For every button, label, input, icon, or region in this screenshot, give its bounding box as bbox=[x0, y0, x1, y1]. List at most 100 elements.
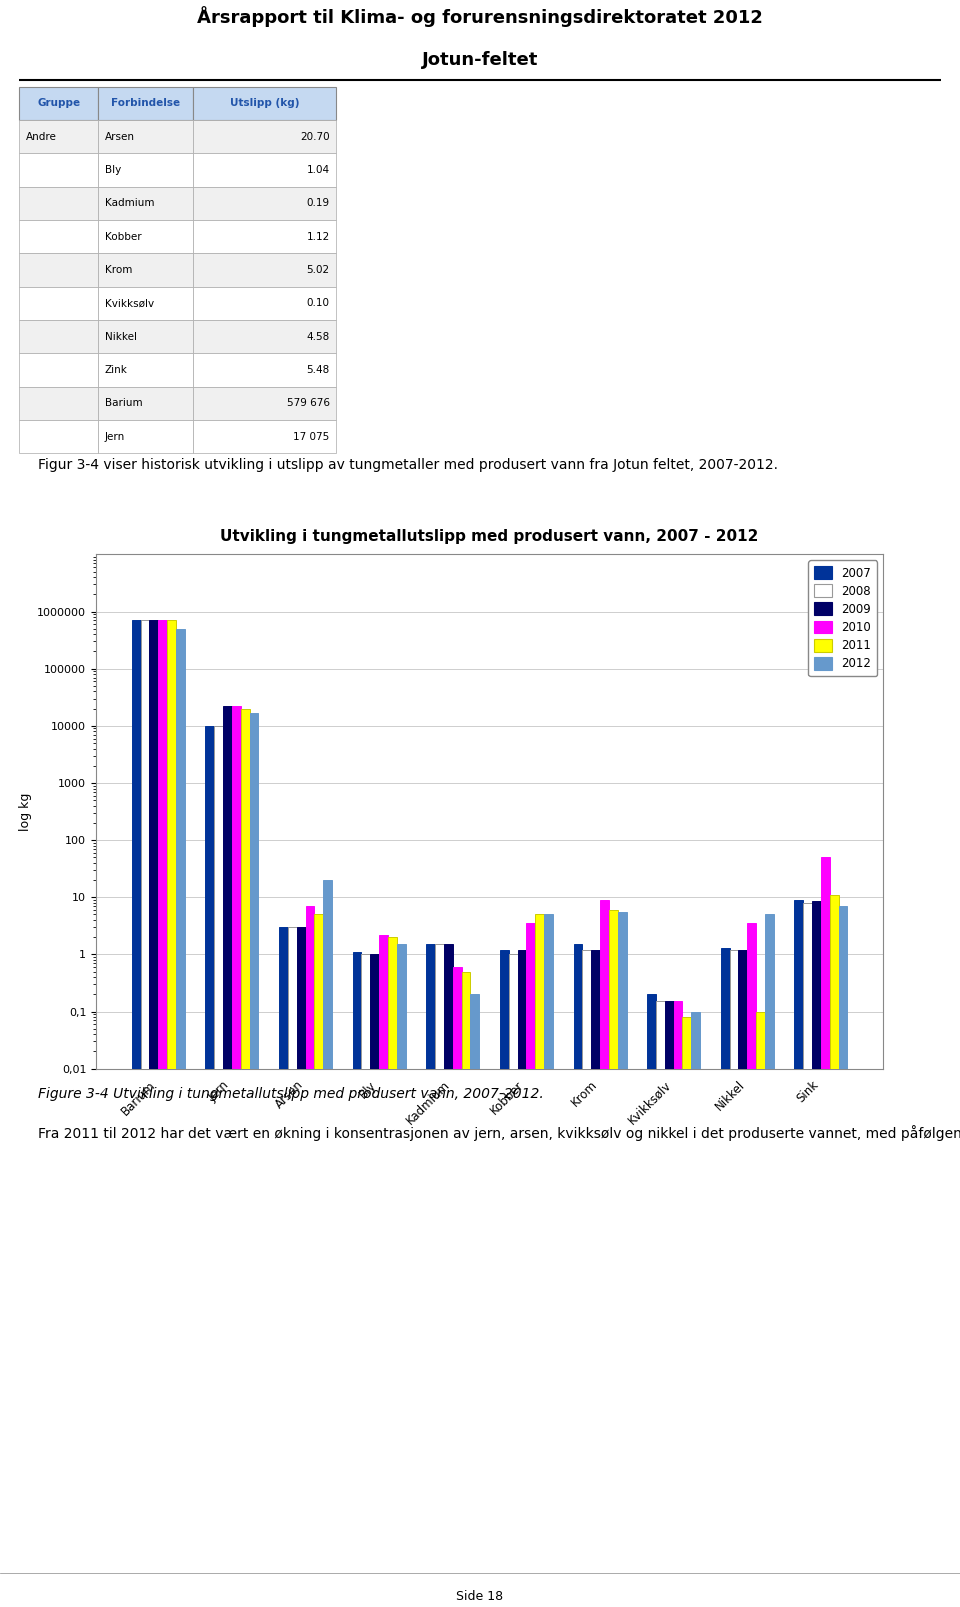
Text: Figur 3-4 viser historisk utvikling i utslipp av tungmetaller med produsert vann: Figur 3-4 viser historisk utvikling i ut… bbox=[38, 458, 779, 472]
Text: Kadmium: Kadmium bbox=[105, 198, 155, 209]
Bar bbox=[99, 387, 194, 419]
Bar bbox=[194, 254, 336, 286]
Bar bbox=[232, 705, 241, 1607]
Bar bbox=[765, 914, 774, 1607]
Bar bbox=[314, 914, 324, 1607]
Text: 5.02: 5.02 bbox=[306, 265, 329, 275]
Text: Kvikksølv: Kvikksølv bbox=[105, 299, 154, 309]
Text: Fra 2011 til 2012 har det vært en økning i konsentrasjonen av jern, arsen, kvikk: Fra 2011 til 2012 har det vært en økning… bbox=[38, 1125, 960, 1141]
Y-axis label: log kg: log kg bbox=[19, 792, 32, 831]
Bar bbox=[19, 286, 99, 320]
Text: 0.10: 0.10 bbox=[306, 299, 329, 309]
Bar bbox=[591, 950, 600, 1607]
Bar bbox=[544, 914, 553, 1607]
Bar bbox=[583, 950, 591, 1607]
Legend: 2007, 2008, 2009, 2010, 2011, 2012: 2007, 2008, 2009, 2010, 2011, 2012 bbox=[808, 561, 877, 677]
Bar bbox=[647, 995, 656, 1607]
Bar bbox=[194, 354, 336, 387]
Text: Zink: Zink bbox=[105, 365, 128, 374]
Bar bbox=[176, 628, 184, 1607]
Text: Forbindelse: Forbindelse bbox=[111, 98, 180, 108]
Bar bbox=[730, 950, 738, 1607]
Bar bbox=[812, 902, 821, 1607]
Bar bbox=[19, 320, 99, 354]
Bar bbox=[167, 620, 176, 1607]
Bar bbox=[194, 387, 336, 419]
Bar bbox=[426, 945, 435, 1607]
Bar bbox=[795, 900, 804, 1607]
Bar bbox=[205, 726, 214, 1607]
Bar bbox=[665, 1001, 674, 1607]
Bar bbox=[388, 937, 396, 1607]
Bar bbox=[683, 1017, 691, 1607]
Bar bbox=[19, 153, 99, 186]
Text: 0.19: 0.19 bbox=[306, 198, 329, 209]
Bar bbox=[600, 900, 609, 1607]
Bar bbox=[297, 927, 305, 1607]
Text: Utslipp (kg): Utslipp (kg) bbox=[230, 98, 300, 108]
Text: 1.12: 1.12 bbox=[306, 231, 329, 241]
Bar bbox=[194, 419, 336, 453]
Bar bbox=[99, 354, 194, 387]
Bar bbox=[19, 419, 99, 453]
Bar bbox=[674, 1001, 683, 1607]
Bar bbox=[470, 995, 479, 1607]
Text: Gruppe: Gruppe bbox=[37, 98, 81, 108]
Bar bbox=[241, 709, 250, 1607]
Bar bbox=[453, 967, 462, 1607]
Text: Arsen: Arsen bbox=[105, 132, 134, 141]
Bar bbox=[362, 955, 371, 1607]
Bar bbox=[573, 945, 583, 1607]
Text: 4.58: 4.58 bbox=[306, 331, 329, 342]
Bar bbox=[99, 220, 194, 254]
Bar bbox=[19, 254, 99, 286]
Bar bbox=[536, 914, 544, 1607]
Bar bbox=[99, 87, 194, 121]
Bar bbox=[223, 705, 232, 1607]
Bar bbox=[821, 857, 829, 1607]
Bar bbox=[691, 1011, 700, 1607]
Bar bbox=[158, 620, 167, 1607]
Bar bbox=[371, 955, 379, 1607]
Bar bbox=[194, 320, 336, 354]
Text: 1.04: 1.04 bbox=[306, 166, 329, 175]
Bar bbox=[609, 910, 617, 1607]
Bar bbox=[19, 220, 99, 254]
Bar bbox=[747, 924, 756, 1607]
Bar bbox=[99, 419, 194, 453]
Bar bbox=[617, 913, 627, 1607]
Bar bbox=[19, 387, 99, 419]
Bar bbox=[194, 121, 336, 153]
Bar bbox=[194, 220, 336, 254]
Bar bbox=[738, 950, 747, 1607]
Bar bbox=[444, 945, 453, 1607]
Bar bbox=[194, 186, 336, 220]
Bar bbox=[305, 906, 314, 1607]
Bar bbox=[19, 121, 99, 153]
Bar bbox=[526, 924, 536, 1607]
Bar bbox=[756, 1011, 765, 1607]
Text: Jotun-feltet: Jotun-feltet bbox=[421, 51, 539, 69]
Bar bbox=[19, 186, 99, 220]
Bar bbox=[194, 286, 336, 320]
Bar bbox=[435, 945, 444, 1607]
Bar bbox=[352, 951, 362, 1607]
Bar bbox=[509, 955, 517, 1607]
Bar bbox=[99, 121, 194, 153]
Text: 17 075: 17 075 bbox=[294, 432, 329, 442]
Bar bbox=[250, 712, 258, 1607]
Bar bbox=[279, 927, 288, 1607]
Bar bbox=[19, 87, 99, 121]
Text: Kobber: Kobber bbox=[105, 231, 141, 241]
Bar bbox=[132, 620, 140, 1607]
Text: Årsrapport til Klima- og forurensningsdirektoratet 2012: Årsrapport til Klima- og forurensningsdi… bbox=[197, 6, 763, 27]
Bar bbox=[721, 948, 730, 1607]
Text: Nikkel: Nikkel bbox=[105, 331, 136, 342]
Bar bbox=[500, 950, 509, 1607]
Bar bbox=[140, 620, 150, 1607]
Title: Utvikling i tungmetallutslipp med produsert vann, 2007 - 2012: Utvikling i tungmetallutslipp med produs… bbox=[221, 529, 758, 543]
Bar bbox=[194, 153, 336, 186]
Bar bbox=[99, 186, 194, 220]
Text: 579 676: 579 676 bbox=[287, 399, 329, 408]
Bar bbox=[194, 87, 336, 121]
